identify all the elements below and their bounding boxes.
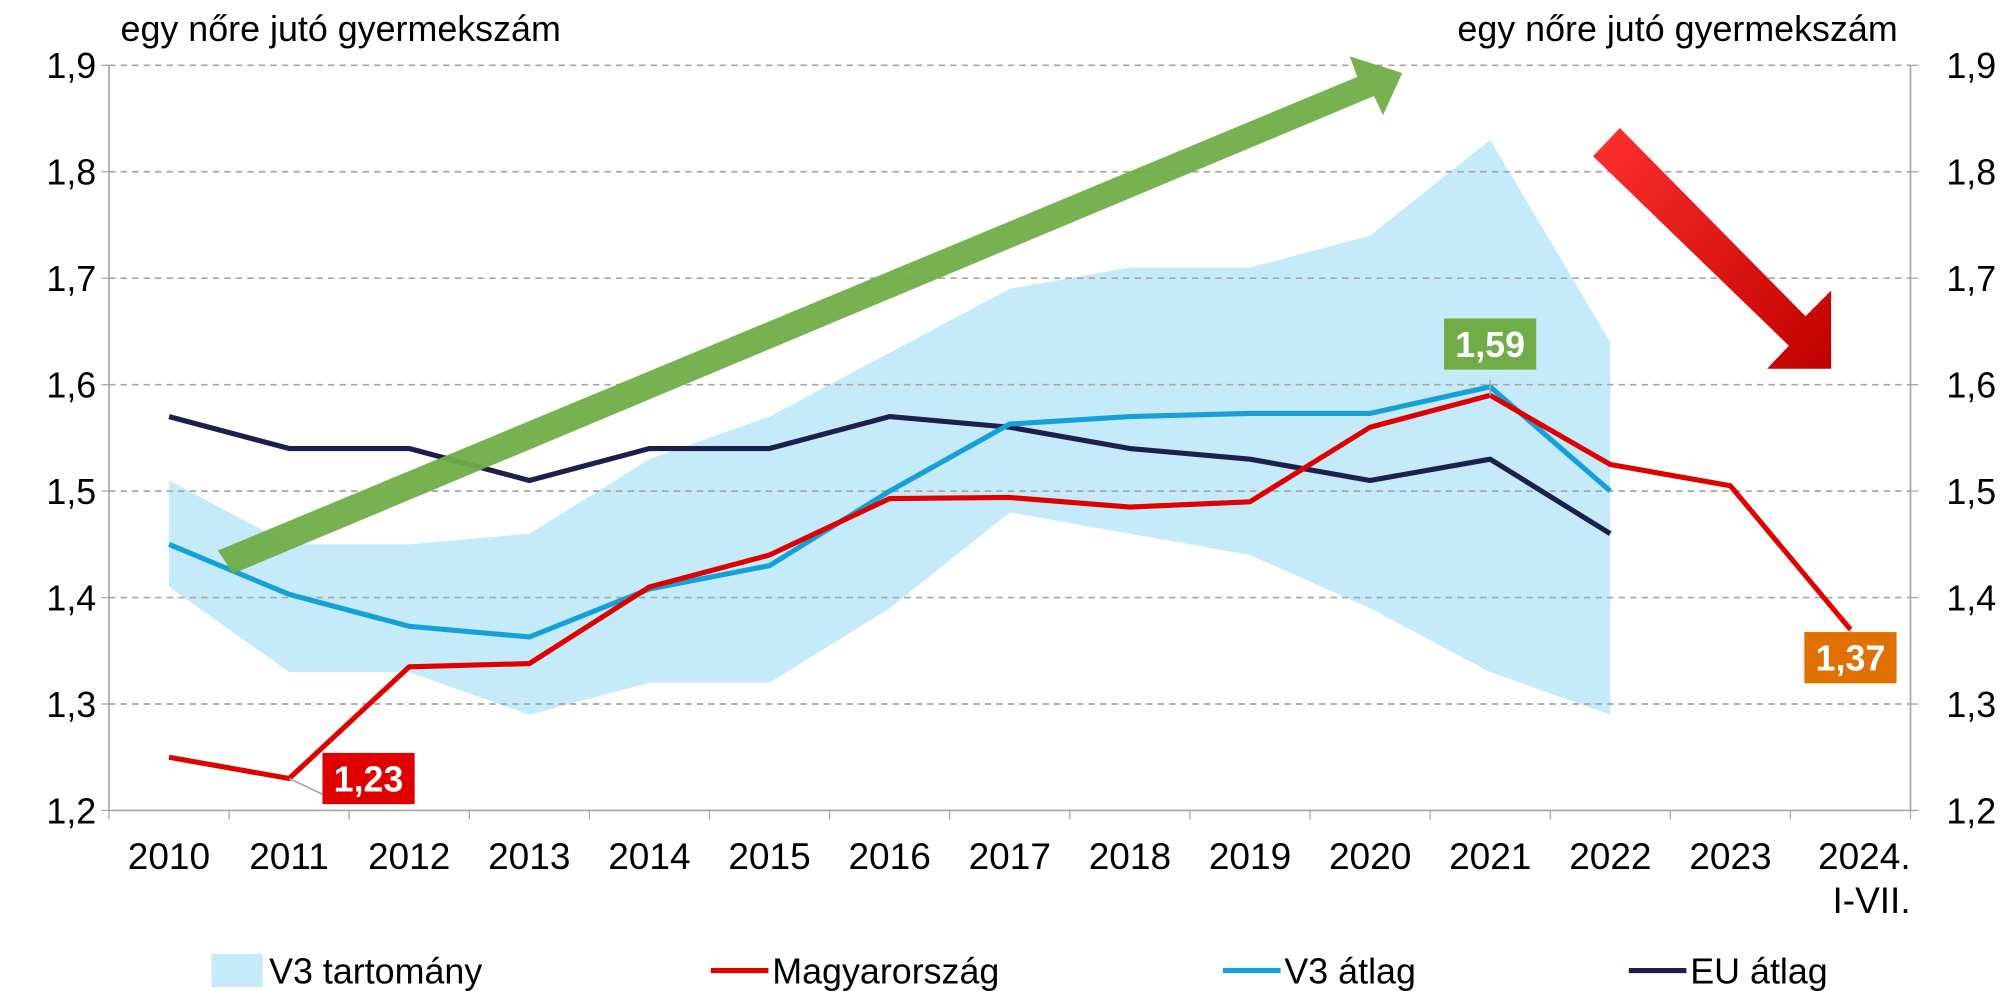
x-tick-label: 2024. I-VII.	[1818, 835, 1911, 921]
y2-tick-label: 1,8	[1946, 153, 1996, 193]
x-tick-label: 2022	[1569, 835, 1652, 877]
data-label-box	[322, 752, 415, 805]
y2-tick-label: 1,7	[1946, 259, 1996, 299]
y-tick-label: 1,8	[46, 153, 96, 193]
range-area	[169, 139, 1611, 715]
legend-swatch	[211, 953, 263, 988]
legend-label: EU átlag	[1690, 951, 1827, 991]
y-tick-label: 1,3	[46, 685, 96, 725]
y-tick-label: 1,4	[46, 578, 96, 618]
data-label-box	[1804, 632, 1897, 684]
x-tick-label: 2018	[1088, 835, 1172, 877]
y-tick-label: 1,5	[46, 472, 96, 512]
data-label: 1,59	[1455, 325, 1525, 365]
y2-tick-label: 1,5	[1946, 472, 1996, 512]
y2-tick-label: 1,9	[1946, 46, 1996, 86]
y-axis-label: egy nőre jutó gyermekszám	[121, 9, 561, 49]
x-tick-label: 2019	[1208, 835, 1292, 877]
y-tick-label: 1,2	[46, 791, 96, 831]
x-tick-label: 2016	[848, 835, 931, 877]
line-series	[168, 384, 1612, 640]
x-tick-label: 2021	[1449, 835, 1532, 877]
line-series	[168, 414, 1612, 536]
y2-tick-label: 1,2	[1946, 791, 1996, 831]
y2-axis-label: egy nőre jutó gyermekszám	[1457, 9, 1897, 49]
legend-label: V3 átlag	[1284, 951, 1416, 991]
up-arrow	[217, 56, 1403, 574]
data-label-box	[1444, 318, 1537, 370]
x-tick-label: 2023	[1689, 835, 1772, 877]
y-tick-label: 1,6	[46, 365, 96, 405]
x-tick-label: 2010	[127, 835, 211, 877]
y-tick-label: 1,9	[46, 46, 96, 86]
down-arrow	[1592, 128, 1832, 369]
x-tick-label: 2013	[488, 835, 571, 877]
y2-tick-label: 1,6	[1946, 365, 1996, 405]
data-label: 1,37	[1816, 638, 1886, 678]
x-tick-label: 2012	[367, 835, 451, 877]
y-tick-label: 1,7	[46, 259, 96, 299]
x-tick-label: 2015	[728, 835, 811, 877]
line-series	[168, 392, 1853, 782]
y2-tick-label: 1,3	[1946, 685, 1996, 725]
legend-label: V3 tartomány	[269, 951, 482, 991]
legend-label: Magyarország	[772, 951, 999, 991]
data-label: 1,23	[334, 759, 404, 799]
x-tick-label: 2011	[249, 835, 329, 877]
x-tick-label: 2017	[968, 835, 1051, 877]
x-tick-label: 2020	[1328, 835, 1412, 877]
y2-tick-label: 1,4	[1946, 578, 1996, 618]
x-tick-label: 2014	[608, 835, 691, 877]
